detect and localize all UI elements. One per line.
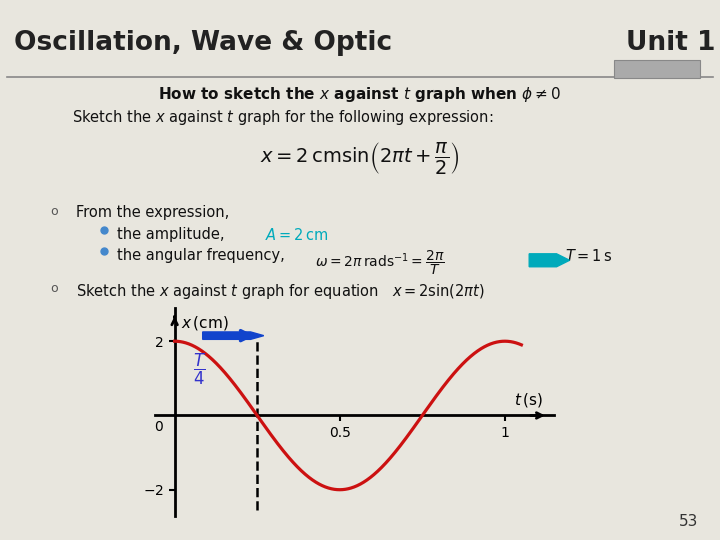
Text: Unit 1: Unit 1: [626, 30, 716, 56]
Text: Sketch the $x$ against $t$ graph for equation   $x = 2\sin(2\pi t)$: Sketch the $x$ against $t$ graph for equ…: [76, 282, 485, 301]
Text: the amplitude,: the amplitude,: [117, 227, 225, 242]
FancyArrow shape: [529, 254, 570, 267]
Text: $\dfrac{T}{4}$: $\dfrac{T}{4}$: [193, 352, 206, 387]
Text: From the expression,: From the expression,: [76, 205, 229, 220]
Text: $A = 2\,\mathrm{cm}$: $A = 2\,\mathrm{cm}$: [265, 227, 328, 243]
Text: $t\,(\mathrm{s})$: $t\,(\mathrm{s})$: [514, 391, 543, 409]
Text: $T = 1\,\mathrm{s}$: $T = 1\,\mathrm{s}$: [565, 248, 613, 265]
Text: o: o: [50, 205, 58, 218]
Text: Sketch the $x$ against $t$ graph for the following expression:: Sketch the $x$ against $t$ graph for the…: [72, 108, 493, 127]
Text: $x\,(\mathrm{cm})$: $x\,(\mathrm{cm})$: [181, 314, 228, 333]
Text: How to sketch the $x$ against $t$ graph when $\phi \neq 0$: How to sketch the $x$ against $t$ graph …: [158, 85, 562, 104]
Text: 0: 0: [154, 420, 163, 434]
FancyBboxPatch shape: [614, 60, 700, 78]
Text: $\omega = 2\pi\,\mathrm{rads}^{-1} = \dfrac{2\pi}{T}$: $\omega = 2\pi\,\mathrm{rads}^{-1} = \df…: [315, 248, 445, 276]
Text: Oscillation, Wave & Optic: Oscillation, Wave & Optic: [14, 30, 392, 56]
Text: $x = 2\,\mathrm{cm}\sin\!\left(2\pi t + \dfrac{\pi}{2}\right)$: $x = 2\,\mathrm{cm}\sin\!\left(2\pi t + …: [260, 140, 460, 177]
FancyArrow shape: [203, 332, 264, 339]
Text: 53: 53: [679, 514, 698, 529]
Text: o: o: [50, 282, 58, 295]
Text: the angular frequency,: the angular frequency,: [117, 248, 285, 264]
